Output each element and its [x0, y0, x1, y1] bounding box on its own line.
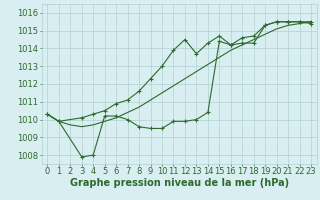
X-axis label: Graphe pression niveau de la mer (hPa): Graphe pression niveau de la mer (hPa)	[70, 178, 289, 188]
